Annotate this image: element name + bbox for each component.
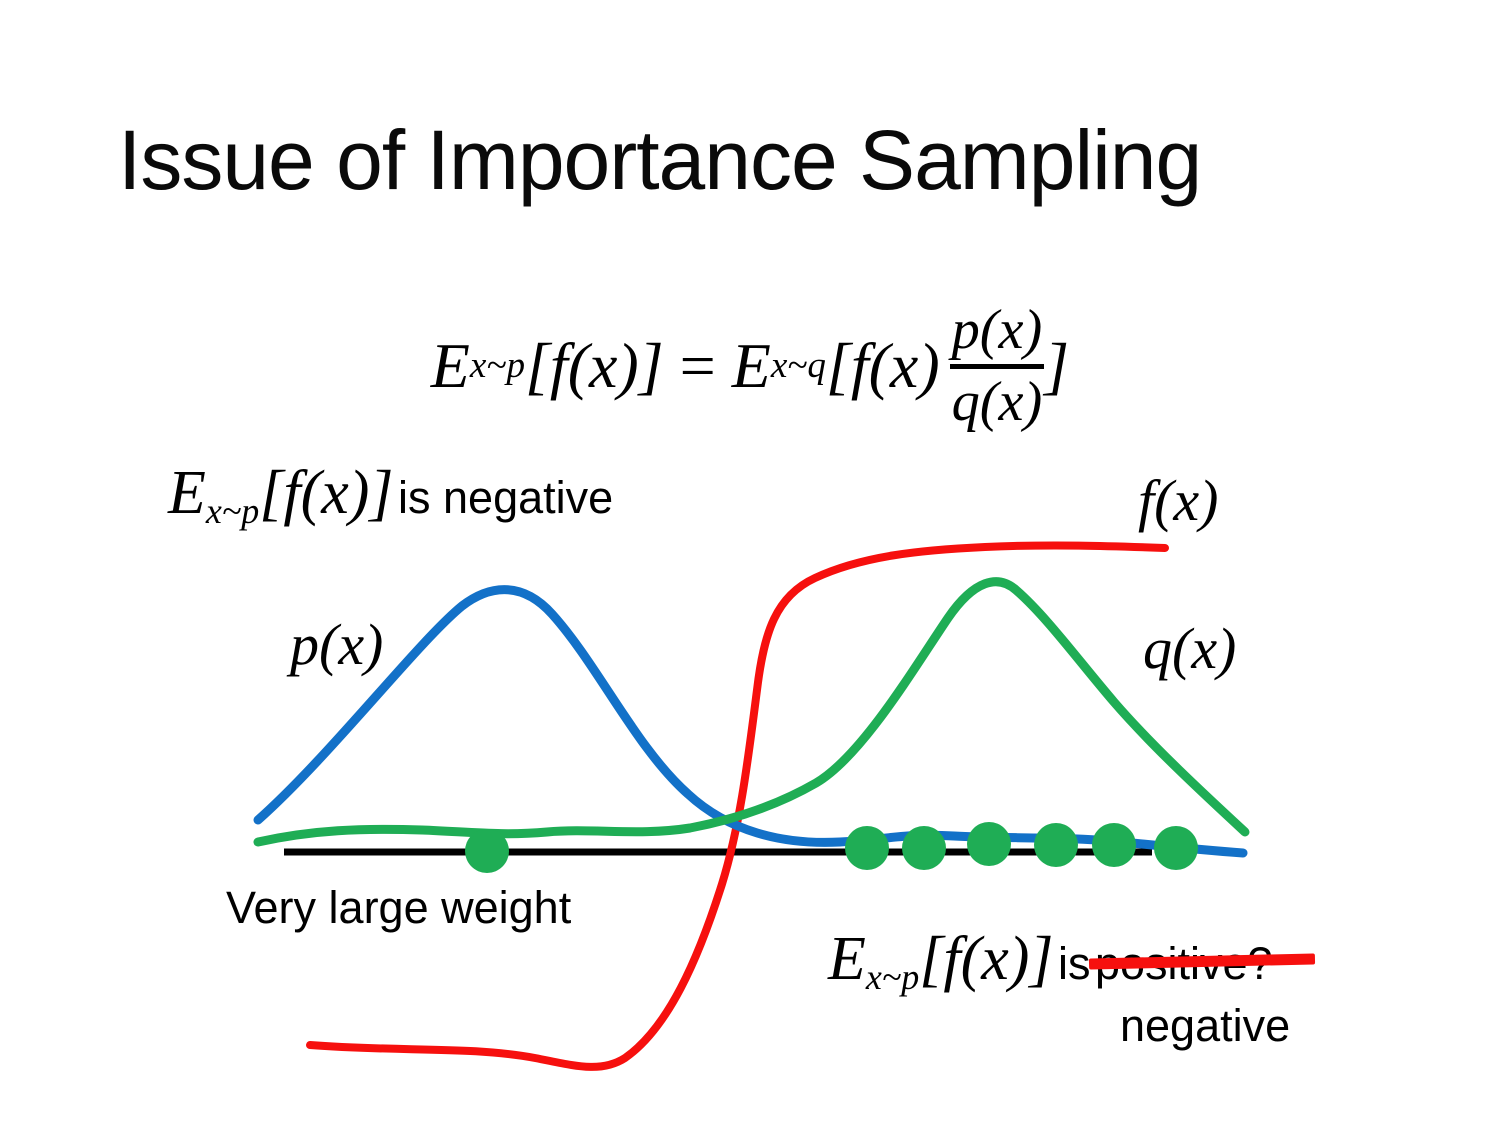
- sample-dots: [465, 822, 1198, 873]
- rhs-open-term: [f(x): [825, 330, 940, 401]
- is-word: is: [1058, 938, 1091, 989]
- lhs-bracket-term: [f(x)]: [525, 330, 664, 401]
- E-symbol: E: [168, 459, 206, 527]
- sample-dot: [967, 822, 1011, 866]
- equals-sign: =: [679, 330, 716, 401]
- rhs-close-bracket: ]: [1044, 330, 1070, 401]
- p-curve: [253, 585, 1248, 858]
- E-subscript: x~p: [865, 957, 920, 998]
- very-large-weight-note: Very large weight: [226, 882, 572, 933]
- expectation-positive-note: Ex~p[f(x)] is positive?: [828, 925, 1315, 995]
- expectation-negative-note: Ex~p[f(x)] is negative: [168, 459, 614, 529]
- sample-dot: [902, 826, 946, 870]
- sample-dot: [1092, 823, 1136, 867]
- lhs-expectation-symbol: E: [430, 330, 470, 401]
- expectation-expression: Ex~p[f(x)]: [828, 925, 1054, 995]
- expectation-expression: Ex~p[f(x)]: [168, 459, 394, 529]
- struck-positive-word: positive?: [1088, 938, 1315, 990]
- q-of-x-label: q(x): [1143, 616, 1237, 681]
- fraction-denominator: q(x): [951, 370, 1043, 433]
- E-symbol: E: [828, 925, 866, 993]
- sample-dot-left: [465, 829, 509, 873]
- q-curve: [253, 577, 1250, 847]
- p-of-x-label: p(x): [290, 612, 384, 677]
- correction-negative: negative: [1120, 1000, 1291, 1051]
- bracket-term: [f(x)]: [919, 925, 1054, 993]
- fraction-numerator: p(x): [951, 299, 1043, 362]
- f-of-x-label: f(x): [1138, 468, 1219, 533]
- E-subscript: x~p: [205, 491, 260, 532]
- is-negative-text: is negative: [398, 472, 614, 523]
- sample-dot: [1154, 826, 1198, 870]
- f-curve: [306, 541, 1169, 1071]
- fraction-p-over-q: p(x) q(x): [949, 299, 1045, 433]
- slide-title: Issue of Importance Sampling: [118, 113, 1202, 207]
- sample-dot: [1034, 823, 1078, 867]
- fraction-bar: [949, 363, 1045, 369]
- sample-dot: [845, 826, 889, 870]
- bracket-term: [f(x)]: [259, 459, 394, 527]
- rhs-expectation-symbol: E: [731, 330, 771, 401]
